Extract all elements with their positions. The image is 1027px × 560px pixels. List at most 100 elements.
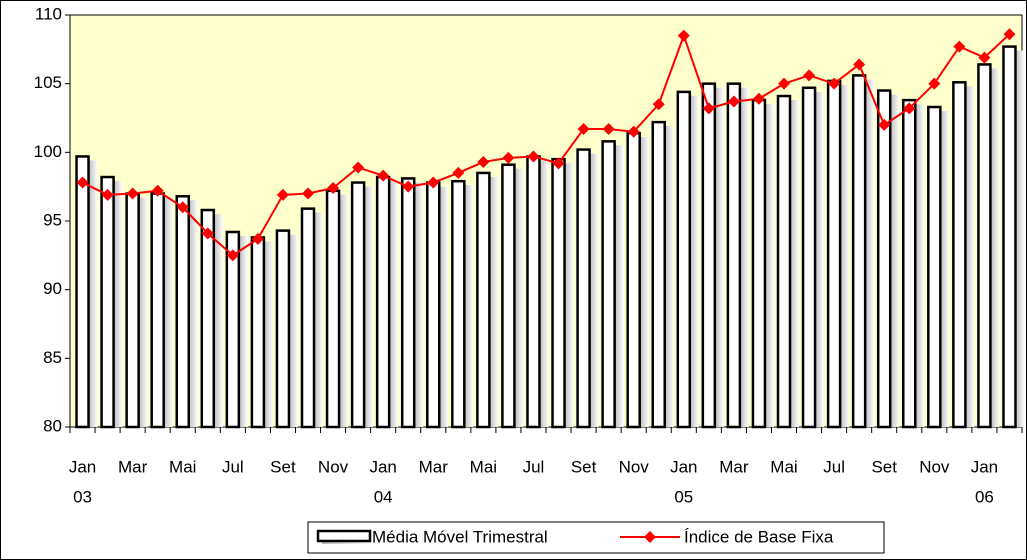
bar-shadow [840,84,850,428]
bar [626,131,641,429]
x-tick-label: Jul [222,457,244,476]
x-tick-label: Jul [523,457,545,476]
bar-shadow [464,185,474,427]
marker [677,29,690,42]
marker [276,188,289,201]
bar-shadow [714,87,724,428]
bar [426,181,441,429]
bar-shadow [188,200,198,427]
x-year-label: 06 [975,487,994,506]
marker [778,77,790,90]
bar [100,175,115,429]
marker [302,187,314,200]
legend-label: Índice de Base Fixa [684,527,834,546]
marker [201,227,214,240]
bar-shadow [589,153,599,427]
y-tick-label: 90 [43,279,62,298]
marker [76,176,89,189]
marker [577,122,590,135]
marker [402,180,415,193]
bar [325,189,341,429]
bar [751,98,767,429]
bar-shadow [940,111,950,427]
bar-shadow [790,100,799,427]
marker [878,118,891,131]
marker [1003,28,1016,41]
bar [776,94,792,429]
x-tick-label: Nov [619,457,650,476]
bar [476,171,491,429]
y-tick-label: 95 [43,210,62,229]
bar-shadow [163,197,173,427]
marker [978,51,991,64]
bar-shadow [514,168,524,427]
bar [225,230,241,429]
bar [501,163,516,429]
bar-shadow [489,176,499,427]
bar-shadow [1015,50,1025,427]
bar-shadow [915,104,925,427]
bar-shadow [138,197,148,427]
bar [175,195,190,429]
marker [803,69,816,82]
marker [176,201,189,214]
x-tick-label: Nov [919,457,950,476]
bar [200,208,216,429]
marker [151,184,164,197]
bar [726,82,742,429]
x-year-label: 05 [674,487,693,506]
bar-shadow [614,145,624,427]
marker [828,77,841,90]
bar-shadow [890,94,900,428]
bar [375,175,391,429]
y-tick-label: 85 [43,348,62,367]
marker [652,98,665,111]
y-tick-label: 110 [35,4,62,23]
bar-shadow [564,163,574,427]
bar [300,207,316,429]
bar-shadow [764,104,774,427]
bar [551,157,566,429]
y-tick-label: 100 [34,142,62,161]
marker [477,155,490,168]
marker [352,161,365,174]
bar-shadow [965,86,975,427]
x-tick-label: Jul [823,457,845,476]
x-tick-label: Mai [169,457,196,476]
x-tick-label: Jan [971,457,998,476]
bar [250,236,266,429]
bar-shadow [288,234,298,427]
bar-shadow [113,181,123,427]
bar-shadow [739,87,749,428]
marker [452,166,465,179]
legend [307,521,885,554]
marker [251,232,264,245]
bar [350,181,366,429]
bar [451,179,466,429]
bar-shadow [439,186,449,427]
marker [377,169,390,182]
legend-swatch [316,529,372,543]
x-tick-label: Nov [318,457,349,476]
x-tick-label: Mai [770,457,797,476]
marker [627,125,640,138]
bar-shadow [639,137,649,427]
bar [150,192,165,429]
x-tick-label: Mar [419,457,449,476]
marker [853,58,866,71]
x-tick-label: Mar [719,457,749,476]
legend-label: Média Móvel Trimestral [372,527,548,546]
bar [676,90,692,429]
marker [552,157,565,170]
bar [576,148,591,429]
bar-shadow [263,241,273,427]
bar [952,81,967,429]
bar [275,229,291,429]
bar [526,155,541,429]
x-tick-label: Jan [69,457,96,476]
bar-shadow [689,95,699,427]
bar-shadow [865,79,875,427]
marker [101,188,114,201]
marker [727,95,740,108]
